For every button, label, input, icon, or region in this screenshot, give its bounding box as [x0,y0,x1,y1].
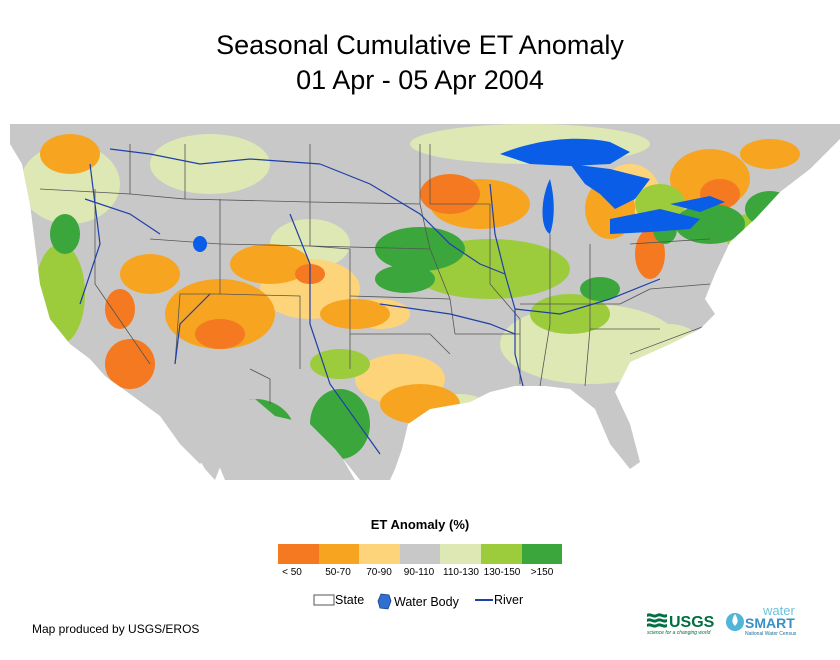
legend-label: 110-130 [443,567,479,578]
legend-river: River [474,593,523,607]
legend-title: ET Anomaly (%) [370,517,470,532]
legend-swatch-110-130 [440,544,481,564]
legend-state-label: State [335,593,365,607]
legend-water-body: Water Body [376,593,459,611]
legend-swatch-90-110 [399,544,441,564]
usgs-tagline: science for a changing world [647,630,711,636]
state-icon [313,594,335,606]
watersmart-tagline: National Water Census [745,631,797,637]
legend-swatch-gt150 [521,544,563,564]
legend-color-scale [278,544,563,564]
legend-label: < 50 [282,567,302,578]
legend-state: State [313,593,364,607]
map-credit: Map produced by USGS/EROS [32,622,200,636]
river-icon [475,599,493,601]
legend-label: 130-150 [483,567,521,578]
legend-swatch-lt50 [278,544,319,564]
legend-swatch-50-70 [318,544,360,564]
mexico-mainland [180,394,355,480]
usgs-logo-text: USGS [669,614,715,631]
anomaly-raster [10,124,840,480]
state-boundaries [39,144,711,404]
map-date-range: 01 Apr - 05 Apr 2004 [296,65,544,95]
water-body-icon [377,593,392,610]
legend-swatch-70-90 [359,544,400,564]
legend-label: 90-110 [403,567,435,578]
legend-label: 70-90 [366,567,392,578]
legend-water-body-label: Water Body [394,595,459,609]
watersmart-logo-main: SMART [745,615,795,631]
legend-swatch-130-150 [480,544,522,564]
us-et-anomaly-map [10,124,840,480]
water-bodies [193,138,725,442]
legend-label: 50-70 [325,567,351,578]
watersmart-logo-top: water [762,603,795,618]
legend-label: >150 [530,567,554,578]
watersmart-logo: water SMART National Water Census [726,603,797,637]
usgs-logo: USGS science for a changing world [647,613,715,636]
legend-river-label: River [494,593,524,607]
legend-labels: < 50 50-70 70-90 90-110 110-130 130-150 … [270,567,570,581]
map-title: Seasonal Cumulative ET Anomaly [216,30,624,60]
